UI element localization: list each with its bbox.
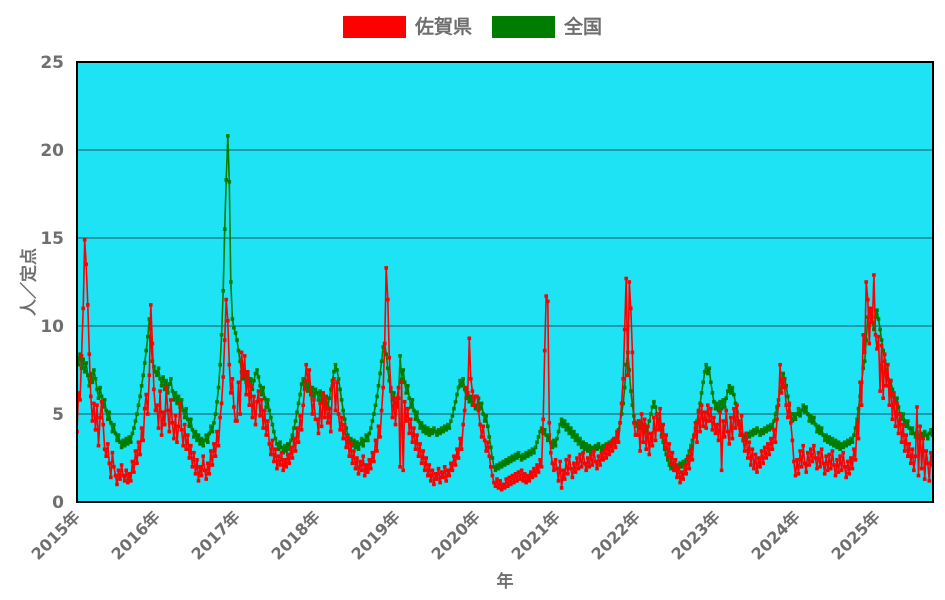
y-tick-label: 5 [52, 405, 64, 425]
legend-swatch-saga [342, 16, 406, 38]
x-tick-label: 2019年 [348, 507, 404, 563]
x-tick-label: 2015年 [28, 507, 84, 563]
legend-item-zenkoku: 全国 [492, 16, 602, 38]
gridlines [77, 149, 933, 415]
x-tick-label: 2022年 [588, 507, 644, 563]
y-tick-label: 20 [40, 141, 64, 161]
legend-label-saga: 佐賀県 [414, 16, 472, 38]
legend: 佐賀県 全国 [0, 14, 945, 40]
x-tick-label: 2020年 [428, 507, 484, 563]
x-tick-label: 2016年 [108, 507, 164, 563]
y-tick-label: 10 [40, 317, 64, 337]
plot-border [76, 61, 934, 503]
y-tick-label: 25 [40, 53, 64, 73]
x-tick-label: 2017年 [188, 507, 244, 563]
series-saga-line [77, 238, 933, 492]
y-tick-label: 0 [52, 493, 64, 513]
legend-label-zenkoku: 全国 [564, 16, 603, 38]
legend-swatch-zenkoku [492, 16, 555, 38]
y-axis-title: 人／定点 [19, 248, 40, 316]
x-tick-label: 2018年 [268, 507, 324, 563]
x-tick-label: 2021年 [508, 507, 564, 563]
x-tick-labels: 2015年 2016年 2017年 2018年 2019年 2020年 2021年 2022年… [28, 507, 884, 563]
y-tick-labels: 0 5 10 15 20 25 [40, 53, 64, 513]
x-tick-label: 2025年 [828, 507, 884, 563]
x-tick-label: 2024年 [748, 507, 804, 563]
y-tick-label: 15 [40, 229, 64, 249]
x-tick-label: 2023年 [668, 507, 724, 563]
legend-item-saga: 佐賀県 [342, 16, 472, 38]
x-axis-title: 年 [496, 572, 514, 592]
